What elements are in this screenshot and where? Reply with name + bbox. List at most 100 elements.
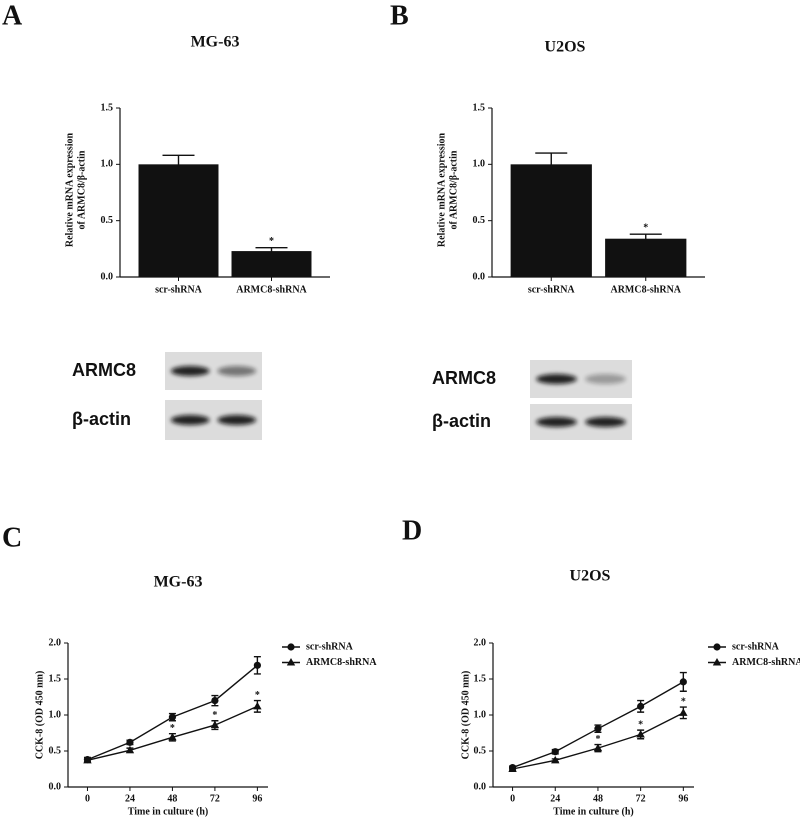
marker: [679, 678, 687, 686]
chart-title: MG-63: [154, 574, 203, 591]
x-tick-label: scr-shRNA: [528, 284, 576, 295]
marker: [253, 661, 261, 669]
y-tick-label: 0.0: [473, 271, 486, 282]
marker: [551, 748, 559, 756]
significance: *: [638, 719, 643, 730]
x-tick-label: 48: [593, 793, 603, 804]
marker: [593, 743, 603, 752]
y-tick-label: 1.5: [473, 102, 486, 113]
marker: [126, 738, 134, 746]
marker: [713, 643, 721, 651]
blot-label: ARMC8: [72, 360, 136, 380]
y-tick-label: 1.5: [49, 673, 62, 684]
panel-letter: B: [390, 0, 409, 31]
y-tick-label: 1.0: [49, 709, 62, 720]
x-tick-label: 0: [510, 793, 515, 804]
x-tick-label: 24: [125, 793, 135, 804]
marker: [594, 725, 602, 733]
bar: [605, 238, 687, 277]
chart-title: MG-63: [191, 34, 240, 51]
bar: [231, 251, 312, 277]
significance: *: [643, 222, 648, 233]
x-tick-label: scr-shRNA: [155, 284, 203, 295]
marker: [712, 658, 722, 666]
panel-letter: D: [402, 515, 422, 546]
bar: [138, 164, 219, 277]
legend-label: scr-shRNA: [306, 641, 354, 652]
legend-label: ARMC8-shRNA: [732, 657, 800, 668]
marker: [253, 701, 262, 710]
marker: [287, 643, 295, 651]
y-axis-label: of ARMC8/β-actin: [76, 150, 87, 229]
marker: [125, 745, 135, 754]
significance: *: [170, 723, 175, 734]
y-axis-label: CCK-8 (OD 450 nm): [460, 671, 471, 760]
y-tick-label: 1.5: [474, 673, 487, 684]
blot-label: ARMC8: [432, 368, 496, 388]
x-axis-label: Time in culture (h): [128, 806, 208, 817]
y-tick-label: 2.0: [474, 637, 487, 648]
legend-label: ARMC8-shRNA: [306, 657, 377, 668]
marker: [679, 708, 688, 716]
x-tick-label: 24: [550, 793, 560, 804]
marker: [508, 764, 517, 772]
blot-band: [170, 415, 210, 425]
marker: [286, 658, 296, 666]
blot-label: β-actin: [72, 409, 131, 429]
significance: *: [255, 690, 260, 701]
x-tick-label: ARMC8-shRNA: [610, 284, 681, 295]
chart-title: U2OS: [545, 39, 586, 56]
marker: [168, 732, 177, 741]
y-tick-label: 2.0: [49, 637, 62, 648]
marker: [168, 713, 177, 721]
x-tick-label: 0: [85, 793, 90, 804]
significance: *: [269, 236, 274, 247]
y-tick-label: 1.5: [101, 102, 114, 113]
significance: *: [595, 734, 600, 745]
marker: [551, 755, 560, 764]
marker: [83, 755, 92, 764]
y-tick-label: 0.0: [474, 781, 487, 792]
blot-band: [536, 417, 577, 427]
y-axis-label: Relative mRNA expression: [64, 132, 75, 247]
bar: [510, 164, 592, 277]
y-tick-label: 0.5: [474, 745, 487, 756]
marker: [636, 729, 645, 738]
y-tick-label: 0.5: [101, 215, 114, 226]
x-tick-label: 48: [167, 793, 177, 804]
x-tick-label: 72: [636, 793, 646, 804]
x-axis-label: Time in culture (h): [553, 806, 633, 817]
y-tick-label: 0.0: [101, 271, 114, 282]
chart-title: U2OS: [570, 568, 611, 585]
y-tick-label: 1.0: [474, 709, 487, 720]
marker: [637, 702, 645, 710]
significance: *: [681, 696, 686, 707]
y-tick-label: 0.0: [49, 781, 62, 792]
blot-band: [585, 417, 626, 427]
blot-band: [217, 415, 257, 425]
marker: [211, 697, 219, 705]
y-axis-label: CCK-8 (OD 450 nm): [34, 671, 45, 760]
blot-band: [536, 374, 577, 384]
significance: *: [212, 710, 217, 721]
blot-band: [217, 366, 257, 376]
marker: [210, 720, 220, 729]
x-tick-label: ARMC8-shRNA: [236, 284, 307, 295]
panel-letter: A: [2, 0, 23, 31]
blot-label: β-actin: [432, 411, 491, 431]
y-axis-label: Relative mRNA expression: [436, 132, 447, 247]
y-tick-label: 1.0: [101, 159, 114, 170]
panel-letter: C: [2, 522, 22, 553]
legend-label: scr-shRNA: [732, 641, 780, 652]
y-tick-label: 0.5: [473, 215, 486, 226]
x-tick-label: 96: [678, 793, 688, 804]
series-line: [87, 664, 258, 761]
y-axis-label: of ARMC8/β-actin: [448, 150, 459, 229]
x-tick-label: 96: [252, 793, 262, 804]
blot-band: [170, 366, 210, 376]
y-tick-label: 1.0: [473, 159, 486, 170]
x-tick-label: 72: [210, 793, 220, 804]
y-tick-label: 0.5: [49, 745, 62, 756]
blot-band: [585, 374, 626, 384]
